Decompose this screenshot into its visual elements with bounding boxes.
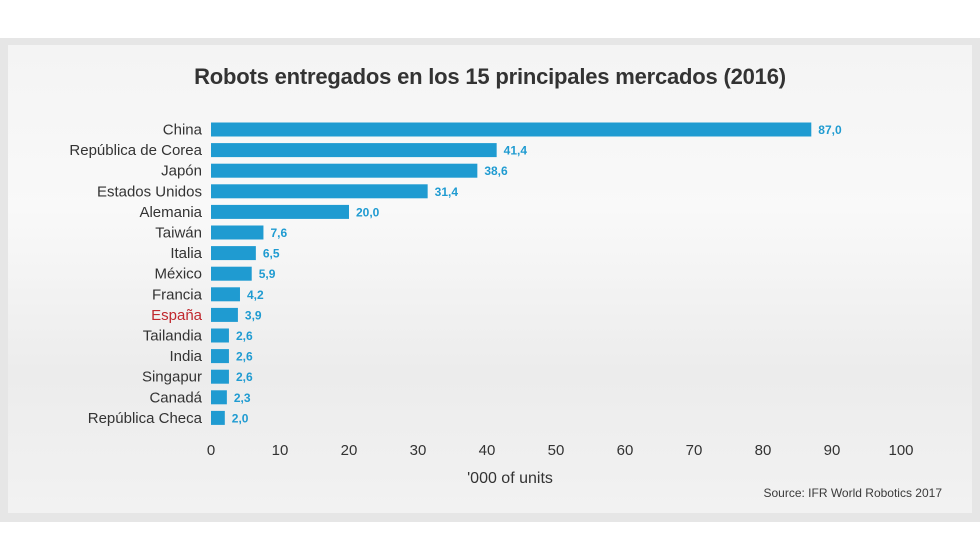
- x-tick-label: 50: [548, 442, 565, 459]
- category-label: España: [151, 307, 203, 324]
- value-label: 6,5: [263, 247, 280, 261]
- value-label: 7,6: [270, 226, 287, 240]
- category-label: Canadá: [149, 389, 202, 406]
- category-label: Alemania: [139, 204, 202, 221]
- x-tick-label: 0: [207, 442, 215, 459]
- bar: [211, 369, 229, 384]
- bar: [211, 204, 349, 219]
- category-label: República Checa: [88, 410, 203, 427]
- x-axis-ticks: 0 10 20 30 40 50 60 70 80 90 100: [207, 442, 914, 459]
- value-label: 2,6: [236, 329, 253, 343]
- category-label: México: [154, 266, 202, 283]
- bar: [211, 349, 229, 364]
- bar: [211, 266, 252, 281]
- bars-layer: China 87,0 República de Corea 41,4 Japón 38,6…: [69, 122, 842, 427]
- value-label: 3,9: [245, 308, 262, 322]
- category-label: Singapur: [142, 369, 202, 386]
- bar: [211, 163, 478, 178]
- bar: [211, 328, 229, 343]
- x-tick-label: 100: [888, 442, 913, 459]
- category-label: Tailandia: [143, 328, 203, 345]
- value-label: 20,0: [356, 205, 380, 219]
- value-label: 87,0: [818, 123, 842, 137]
- value-label: 31,4: [435, 185, 459, 199]
- x-tick-label: 80: [755, 442, 772, 459]
- x-tick-label: 20: [341, 442, 358, 459]
- bar: [211, 184, 428, 199]
- bar: [211, 143, 497, 158]
- x-tick-label: 10: [272, 442, 289, 459]
- category-label: India: [169, 348, 202, 365]
- x-axis-label: '000 of units: [467, 470, 553, 487]
- bar: [211, 122, 812, 137]
- value-label: 2,3: [234, 391, 251, 405]
- bar: [211, 246, 256, 261]
- value-label: 5,9: [259, 267, 276, 281]
- bar: [211, 307, 238, 322]
- bar: [211, 390, 227, 405]
- category-label: Japón: [161, 163, 202, 180]
- value-label: 2,0: [232, 411, 249, 425]
- value-label: 41,4: [504, 144, 528, 158]
- category-label: República de Corea: [69, 142, 202, 159]
- bar: [211, 287, 240, 302]
- x-tick-label: 60: [617, 442, 634, 459]
- value-label: 2,6: [236, 350, 253, 364]
- category-label: Francia: [152, 286, 203, 303]
- value-label: 38,6: [484, 164, 508, 178]
- category-label: China: [163, 122, 203, 139]
- category-label: Estados Unidos: [97, 183, 202, 200]
- value-label: 2,6: [236, 370, 253, 384]
- value-label: 4,2: [247, 288, 264, 302]
- bar: [211, 410, 225, 425]
- x-tick-label: 30: [410, 442, 427, 459]
- source-note: Source: IFR World Robotics 2017: [763, 486, 942, 500]
- x-tick-label: 40: [479, 442, 496, 459]
- x-tick-label: 70: [686, 442, 703, 459]
- x-tick-label: 90: [824, 442, 841, 459]
- bar: [211, 225, 264, 240]
- chart-title: Robots entregados en los 15 principales …: [194, 64, 786, 89]
- category-label: Italia: [170, 245, 202, 262]
- category-label: Taiwán: [155, 225, 202, 242]
